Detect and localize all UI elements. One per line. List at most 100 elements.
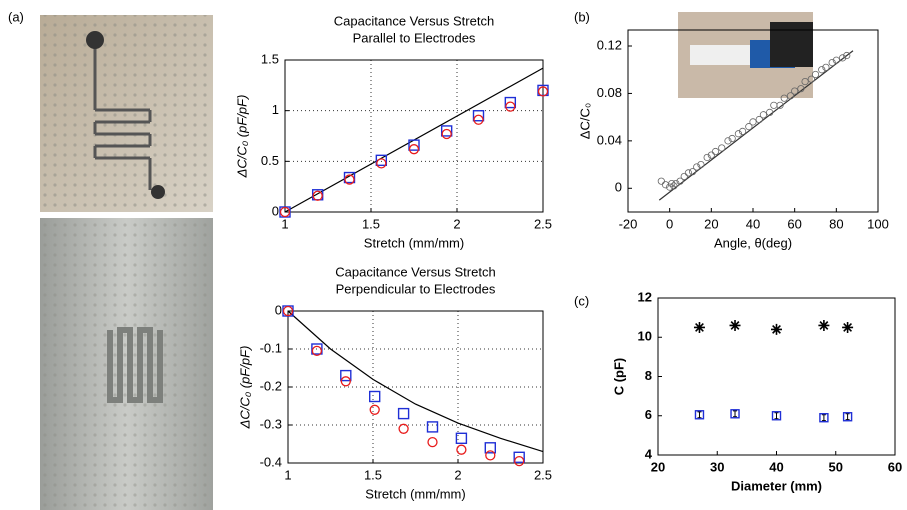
y-tick-label: -0.4 — [260, 454, 282, 469]
circle-marker — [807, 75, 815, 83]
y-tick-label: 12 — [638, 289, 652, 304]
y-tick-label: 1 — [272, 102, 279, 117]
plot-frame — [287, 310, 544, 464]
x-tick-label: 20 — [651, 459, 665, 474]
x-axis-label: Angle, θ(deg) — [714, 235, 792, 250]
circle-marker — [766, 108, 774, 117]
circle-marker — [657, 177, 665, 185]
asterisk-marker — [771, 323, 782, 335]
x-tick-label: 1.5 — [364, 467, 382, 482]
y-tick-label: 0 — [275, 302, 282, 317]
y-tick-label: 6 — [645, 407, 652, 422]
circle-marker — [376, 158, 387, 169]
y-tick-label: 10 — [638, 329, 652, 344]
y-tick-label: -0.2 — [260, 378, 282, 393]
circle-marker — [749, 118, 757, 126]
circle-marker — [801, 77, 809, 86]
circle-marker — [684, 169, 693, 177]
circle-marker — [670, 182, 678, 190]
square-marker — [369, 390, 381, 403]
square-marker — [484, 442, 496, 454]
circle-marker — [427, 436, 438, 448]
circle-marker — [456, 444, 467, 455]
panel-label: (b) — [574, 9, 590, 24]
y-axis-label: ΔC/C₀ (pF/pF) — [234, 95, 249, 179]
x-tick-label: 0 — [666, 216, 673, 231]
x-tick-label: 100 — [867, 216, 889, 231]
circle-marker — [676, 177, 684, 185]
x-tick-label: 2 — [454, 467, 461, 482]
circle-marker — [832, 56, 840, 64]
circle-marker — [666, 183, 674, 191]
circle-marker — [745, 123, 753, 131]
square-marker — [426, 421, 439, 433]
x-axis-label: Diameter (mm) — [731, 478, 822, 493]
circle-marker — [340, 376, 351, 387]
error-bar — [697, 411, 702, 419]
circle-marker — [398, 423, 409, 434]
circle-marker — [786, 92, 795, 100]
y-axis-label: C (pF) — [611, 358, 626, 396]
square-marker — [472, 110, 485, 122]
circle-marker — [738, 127, 747, 135]
circle-marker — [791, 87, 799, 95]
chart-title: Parallel to Electrodes — [353, 30, 476, 45]
model-line — [287, 310, 544, 453]
x-tick-label: 60 — [888, 459, 902, 474]
y-axis-label: ΔC/C₀ (pF/pF) — [237, 346, 252, 430]
x-tick-label: 50 — [829, 459, 843, 474]
square-marker — [340, 369, 352, 382]
circle-marker — [311, 345, 323, 357]
circle-marker — [514, 455, 525, 467]
square-marker — [343, 171, 356, 184]
circle-marker — [312, 190, 323, 201]
circle-marker — [822, 63, 830, 71]
chart-title: Perpendicular to Electrodes — [336, 281, 496, 296]
circle-marker — [776, 101, 784, 109]
y-tick-label: 0.5 — [261, 153, 279, 168]
panel-label: (a) — [8, 9, 24, 24]
circle-marker — [711, 147, 720, 156]
circle-marker — [828, 59, 836, 67]
circle-marker — [811, 70, 820, 79]
y-tick-label: 0.12 — [597, 37, 622, 52]
y-axis-label: ΔC/C₀ — [577, 103, 592, 139]
asterisk-marker — [693, 321, 705, 333]
circle-marker — [818, 66, 826, 74]
y-tick-label: 0.08 — [597, 85, 622, 100]
circle-marker — [770, 101, 778, 109]
error-bar — [821, 414, 826, 422]
y-tick-label: 8 — [645, 368, 652, 383]
photo-top — [40, 15, 213, 212]
error-bar — [845, 413, 850, 421]
x-tick-label: -20 — [619, 216, 638, 231]
error-bar — [733, 410, 738, 418]
circle-marker — [680, 172, 688, 181]
y-tick-label: 0 — [272, 203, 279, 218]
square-marker — [311, 343, 323, 355]
x-tick-label: 2.5 — [534, 467, 552, 482]
error-bar — [774, 412, 779, 420]
square-marker — [771, 411, 782, 421]
x-tick-label: 20 — [704, 216, 718, 231]
circle-marker — [759, 111, 768, 119]
x-tick-label: 2.5 — [534, 216, 552, 231]
square-marker — [440, 125, 453, 137]
circle-marker — [755, 115, 763, 124]
circle-marker — [505, 101, 516, 112]
x-tick-label: 1 — [281, 216, 288, 231]
circle-marker — [703, 153, 711, 162]
photo-bottom — [40, 218, 213, 510]
asterisk-marker — [818, 319, 830, 331]
circle-marker — [838, 54, 847, 62]
circle-marker — [537, 86, 549, 97]
circle-marker — [697, 160, 705, 169]
circle-marker — [473, 114, 484, 125]
x-tick-label: 30 — [710, 459, 724, 474]
circle-marker — [843, 51, 851, 60]
asterisk-marker — [842, 321, 854, 333]
circle-marker — [780, 94, 788, 102]
circle-marker — [408, 144, 420, 155]
circle-marker — [279, 206, 291, 218]
asterisk-marker — [729, 319, 741, 331]
